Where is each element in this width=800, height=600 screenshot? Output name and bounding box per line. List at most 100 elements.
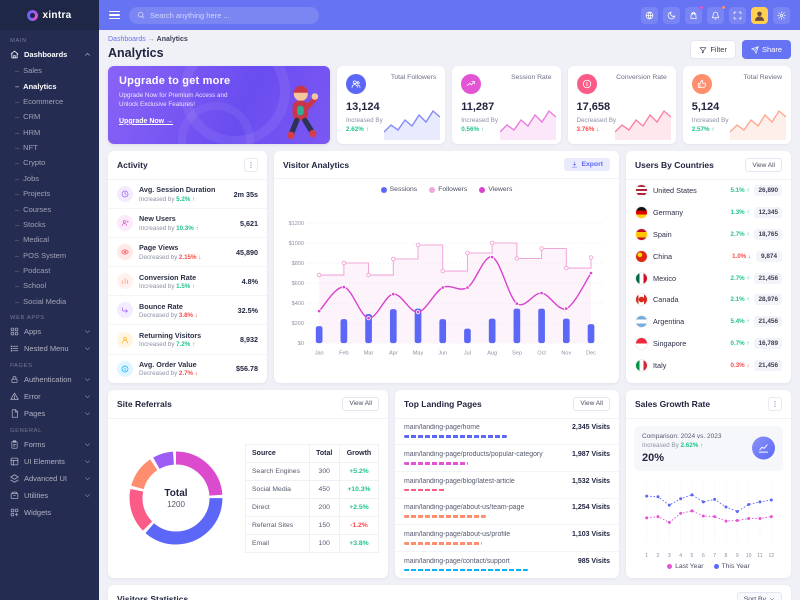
legend-this-year[interactable]: This Year [713, 563, 750, 570]
sidebar-item-pages[interactable]: Pages [0, 405, 99, 422]
sidebar-item-projects[interactable]: – Projects [0, 186, 99, 201]
referrals-view-all-button[interactable]: View All [342, 396, 379, 411]
sidebar-item-advanced-ui[interactable]: Advanced UI [0, 470, 99, 487]
dash-icon: – [15, 219, 20, 229]
export-button[interactable]: Export [564, 158, 610, 171]
referral-growth: +10.3% [338, 479, 380, 499]
breadcrumb-current: Analytics [156, 36, 188, 43]
referral-total: 300 [308, 461, 340, 481]
search-input[interactable] [150, 10, 311, 20]
countries-view-all-button[interactable]: View All [745, 158, 782, 172]
country-row-mexico: Mexico 2.7% ↑ 21,456 [626, 267, 791, 289]
stat-change-label: Decreased By [576, 117, 617, 124]
fullscreen-icon[interactable] [729, 6, 746, 24]
upgrade-now-link[interactable]: Upgrade Now → [119, 117, 174, 125]
landing-page-bar [404, 515, 487, 518]
sidebar-item-authentication[interactable]: Authentication [0, 371, 99, 388]
svg-text:Oct: Oct [537, 351, 546, 357]
filter-button[interactable]: Filter [690, 40, 736, 59]
legend-sessions[interactable]: Sessions [380, 186, 417, 193]
sidebar-item-ui-elements[interactable]: UI Elements [0, 453, 99, 470]
legend-viewers[interactable]: Viewers [479, 186, 512, 193]
app-logo[interactable]: xintra [0, 0, 99, 30]
landing-page-path[interactable]: main/landing-page/blog/latest-article [404, 477, 515, 485]
landing-page-row: main/landing-page/home 2,345 Visits [395, 419, 619, 446]
dash-icon: – [15, 173, 20, 183]
svg-text:2: 2 [657, 553, 660, 559]
landing-page-path[interactable]: main/landing-page/products/popular-categ… [404, 450, 543, 458]
svg-text:7: 7 [713, 553, 716, 559]
up-arrow-icon: ↑ [700, 441, 704, 449]
sidebar-item-apps[interactable]: Apps [0, 323, 99, 340]
cart-icon[interactable] [685, 4, 704, 24]
dark-mode-icon[interactable] [663, 6, 680, 24]
sidebar-item-utilities[interactable]: Utilities [0, 487, 99, 504]
breadcrumb-dashboards[interactable]: Dashboards [108, 36, 146, 43]
sort-by-button[interactable]: Sort By [736, 591, 782, 600]
legend-last-year[interactable]: Last Year [667, 563, 704, 570]
sidebar-item-courses[interactable]: – Courses [0, 201, 99, 216]
sidebar-item-crypto[interactable]: – Crypto [0, 155, 99, 170]
sidebar-item-jobs[interactable]: – Jobs [0, 171, 99, 186]
country-value: 28,976 [754, 294, 782, 306]
sidebar-item-nested-menu[interactable]: Nested Menu [0, 340, 99, 357]
sidebar-item-hrm[interactable]: – HRM [0, 125, 99, 140]
sidebar-item-podcast[interactable]: – Podcast [0, 263, 99, 278]
sidebar-item-dashboards[interactable]: Dashboards [0, 46, 99, 63]
landing-page-path[interactable]: main/landing-page/home [404, 424, 480, 432]
sidebar-item-nft[interactable]: – NFT [0, 140, 99, 155]
stat-label: Total Followers [390, 74, 437, 81]
svg-text:Dec: Dec [586, 351, 596, 357]
menu-toggle-icon[interactable] [109, 10, 120, 20]
chevron-down-icon [84, 393, 91, 400]
sidebar-item-school[interactable]: – School [0, 278, 99, 293]
referral-total: 200 [308, 497, 340, 517]
legend-followers[interactable]: Followers [429, 186, 467, 193]
search-box[interactable] [129, 6, 319, 24]
activity-menu-button[interactable] [244, 158, 258, 172]
dash-icon: – [15, 250, 20, 260]
landing-page-path[interactable]: main/landing-page/contact/support [404, 557, 510, 565]
sales-chart-icon-button[interactable] [752, 436, 775, 460]
sidebar-item-crm[interactable]: – CRM [0, 109, 99, 124]
sidebar-item-medical[interactable]: – Medical [0, 232, 99, 247]
stat-change-value: 2.62% [346, 126, 364, 134]
sales-change-value: 2.62% [680, 441, 699, 449]
sidebar-item-stocks[interactable]: – Stocks [0, 217, 99, 232]
landing-page-path[interactable]: main/landing-page/about-us/profile [404, 531, 511, 538]
notifications-icon[interactable] [707, 4, 726, 24]
lock-icon [10, 375, 19, 384]
landing-page-path[interactable]: main/landing-page/about-us/team-page [404, 504, 525, 512]
svg-text:Nov: Nov [561, 351, 571, 357]
settings-icon[interactable] [773, 6, 790, 24]
sidebar-item-sales[interactable]: – Sales [0, 63, 99, 78]
pages-icon [10, 409, 19, 418]
svg-text:Jul: Jul [464, 351, 471, 357]
landing-page-row: main/landing-page/about-us/team-page 1,25… [395, 499, 619, 526]
sidebar-item-social-media[interactable]: – Social Media [0, 294, 99, 309]
site-referrals-panel: Site Referrals View All Total 1200 Sourc… [108, 389, 388, 578]
stat-value: 17,658 [576, 101, 611, 113]
avatar[interactable] [751, 6, 768, 24]
sidebar-item-ecommerce[interactable]: – Ecommerce [0, 94, 99, 109]
share-button[interactable]: Share [741, 40, 791, 59]
sidebar-item-error[interactable]: Error [0, 388, 99, 405]
sidebar-item-analytics[interactable]: – Analytics [0, 78, 99, 93]
chevron-down-icon [769, 596, 775, 600]
country-row-germany: Germany 1.3% ↑ 12,345 [626, 202, 791, 224]
landing-view-all-button[interactable]: View All [573, 396, 610, 411]
share-icon [751, 45, 759, 54]
sidebar-item-pos-system[interactable]: – POS System [0, 248, 99, 263]
language-icon[interactable] [641, 6, 658, 24]
sidebar-item-widgets[interactable]: Widgets [0, 504, 99, 521]
landing-page-visits: 1,254 Visits [571, 504, 610, 512]
svg-text:$400: $400 [292, 301, 304, 307]
country-row-italy: Italy 0.3% ↓ 21,456 [626, 354, 791, 376]
dash-icon: – [15, 296, 20, 306]
activity-item-title: Conversion Rate [139, 272, 197, 282]
sales-growth-menu-button[interactable] [768, 396, 782, 411]
chevron-down-icon [84, 345, 91, 352]
sidebar-item-forms[interactable]: Forms [0, 436, 99, 453]
landing-page-row: main/landing-page/blog/latest-article 1,5… [395, 472, 619, 499]
activity-item-title: Avg. Order Value [139, 359, 197, 369]
